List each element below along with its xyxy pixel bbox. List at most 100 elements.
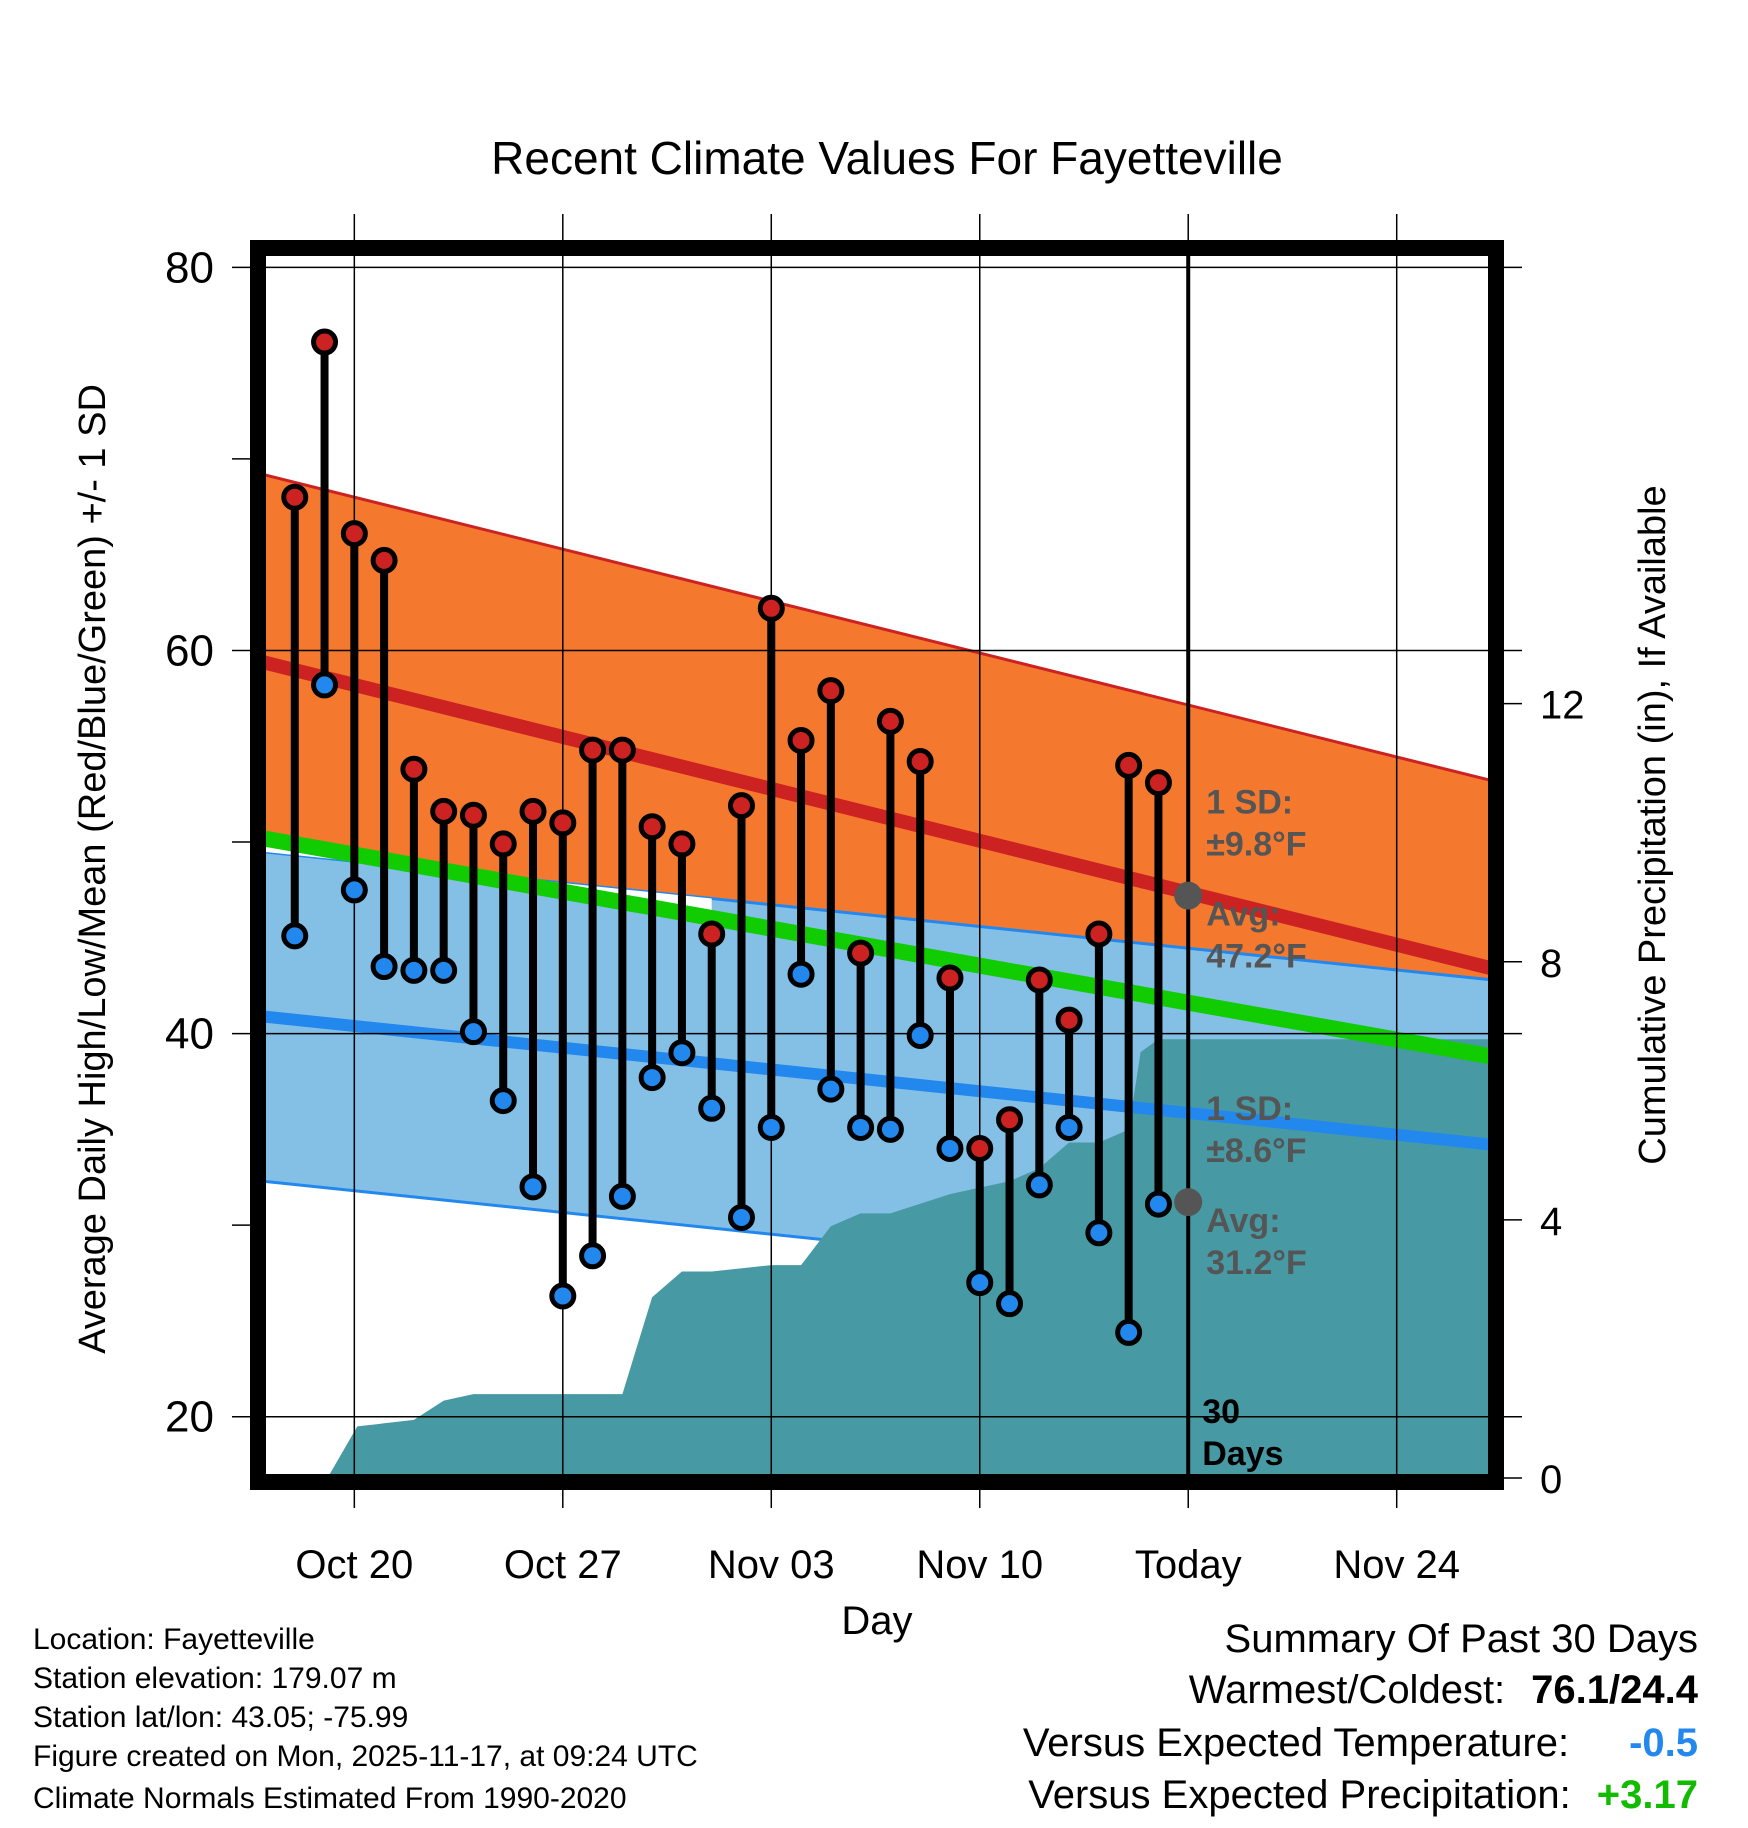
high-marker [489, 830, 517, 858]
high-marker [936, 964, 964, 992]
summary-precip-value: +3.17 [1596, 1773, 1698, 1817]
high-marker [817, 677, 845, 705]
today-high-avg-marker [1174, 881, 1203, 910]
low-marker [1115, 1318, 1143, 1346]
high-avg-label: Avg: [1206, 896, 1280, 934]
high-marker [340, 520, 368, 548]
x-tick-label: Nov 10 [916, 1543, 1043, 1587]
low-marker [519, 1173, 547, 1201]
low-marker [549, 1282, 577, 1310]
high-marker [757, 594, 785, 622]
low-marker [698, 1094, 726, 1122]
high-marker [1144, 769, 1172, 797]
high-avg-label: 47.2°F [1206, 938, 1307, 976]
x-tick-label: Nov 24 [1333, 1543, 1460, 1587]
high-marker [459, 801, 487, 829]
high-marker [876, 707, 904, 735]
low-marker [906, 1021, 934, 1049]
y2-tick-label: 8 [1540, 942, 1562, 986]
low-sd-label: ±8.6°F [1206, 1132, 1306, 1170]
x-tick-label: Today [1135, 1543, 1242, 1587]
summary-title: Summary Of Past 30 Days [1224, 1617, 1698, 1661]
high-marker [311, 328, 339, 356]
low-marker [638, 1064, 666, 1092]
low-sd-label: 1 SD: [1206, 1090, 1293, 1128]
low-marker [340, 876, 368, 904]
low-marker [936, 1135, 964, 1163]
low-marker [370, 953, 398, 981]
low-marker [579, 1242, 607, 1270]
high-marker [370, 546, 398, 574]
low-marker [817, 1075, 845, 1103]
y-tick-label: 20 [165, 1393, 214, 1442]
y-tick-label: 80 [165, 243, 214, 292]
high-marker [1085, 920, 1113, 948]
summary-temp-label: Versus Expected Temperature: [1022, 1721, 1570, 1765]
chart-title: Recent Climate Values For Fayetteville [491, 132, 1283, 184]
avg-mean-line [262, 830, 1492, 1065]
high-marker [847, 939, 875, 967]
summary-temp-value: -0.5 [1629, 1721, 1698, 1765]
high-marker [966, 1135, 994, 1163]
low-marker [757, 1113, 785, 1141]
high-marker [579, 736, 607, 764]
plot-layer [262, 472, 1492, 1478]
plot-frame [250, 240, 1504, 1490]
footer-latlon: Station lat/lon: 43.05; -75.99 [33, 1701, 409, 1734]
y2-tick-label: 4 [1540, 1200, 1562, 1244]
high-sd-label: 1 SD: [1206, 784, 1293, 822]
low-marker [489, 1087, 517, 1115]
low-marker [311, 671, 339, 699]
low-marker [1144, 1190, 1172, 1218]
window-label: Days [1202, 1435, 1283, 1473]
low-marker [459, 1018, 487, 1046]
high-marker [1025, 966, 1053, 994]
precipitation-area [327, 1039, 1492, 1478]
footer-location: Location: Fayetteville [33, 1623, 315, 1656]
low-marker [1055, 1113, 1083, 1141]
low-marker [1085, 1219, 1113, 1247]
y-tick-label: 40 [165, 1010, 214, 1059]
low-marker [727, 1203, 755, 1231]
footer-created: Figure created on Mon, 2025-11-17, at 09… [33, 1740, 698, 1773]
x-tick-label: Oct 27 [504, 1543, 622, 1587]
low-marker [876, 1115, 904, 1143]
low-marker [400, 956, 428, 984]
y2-tick-label: 12 [1540, 684, 1585, 728]
summary-warmest-row: Warmest/Coldest: 76.1/24.4 [1189, 1668, 1698, 1713]
low-marker [281, 922, 309, 950]
high-marker [549, 809, 577, 837]
high-marker [727, 792, 755, 820]
low-marker [430, 956, 458, 984]
y2-tick-label: 0 [1540, 1458, 1562, 1502]
high-marker [1115, 751, 1143, 779]
high-marker [608, 736, 636, 764]
y-tick-label: 60 [165, 626, 214, 675]
window-label: 30 [1202, 1393, 1240, 1431]
summary-warmest-value: 76.1/24.4 [1531, 1668, 1698, 1712]
summary-precip-row: Versus Expected Precipitation: +3.17 [1028, 1773, 1698, 1818]
high-marker [519, 797, 547, 825]
summary-warmest-label: Warmest/Coldest: [1188, 1668, 1506, 1712]
low-marker [1025, 1171, 1053, 1199]
low-avg-label: 31.2°F [1206, 1244, 1307, 1282]
high-marker [638, 813, 666, 841]
y2-axis-label: Cumulative Precipitation (in), If Availa… [1632, 485, 1674, 1164]
footer-elevation: Station elevation: 179.07 m [33, 1662, 397, 1695]
today-low-avg-marker [1174, 1188, 1203, 1217]
high-marker [906, 748, 934, 776]
high-marker [1055, 1006, 1083, 1034]
high-marker [668, 830, 696, 858]
high-mean-line [262, 655, 1492, 976]
high-sd-label: ±9.8°F [1206, 826, 1306, 864]
high-marker [281, 483, 309, 511]
high-marker [430, 797, 458, 825]
footer-normals: Climate Normals Estimated From 1990-2020 [33, 1782, 627, 1815]
high-marker [698, 920, 726, 948]
y-axis-label: Average Daily High/Low/Mean (Red/Blue/Gr… [72, 384, 114, 1354]
high-marker [996, 1106, 1024, 1134]
x-tick-label: Oct 20 [295, 1543, 413, 1587]
high-marker [787, 726, 815, 754]
low-marker [787, 960, 815, 988]
